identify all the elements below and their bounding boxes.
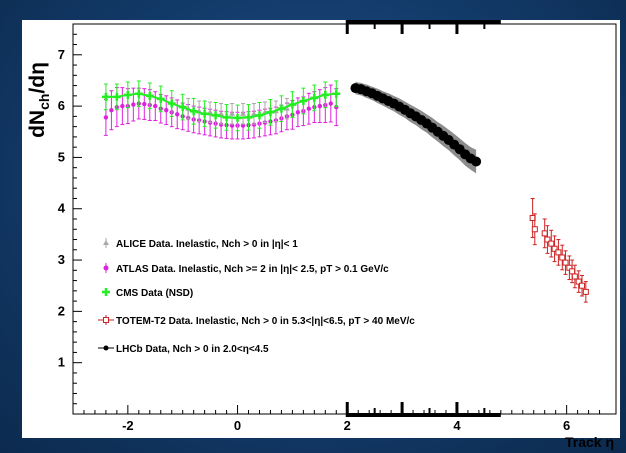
cms-point xyxy=(332,89,341,98)
cms-point xyxy=(134,89,143,98)
x-axis-label: Track η xyxy=(565,434,614,450)
legend-marker xyxy=(103,345,109,351)
cms-point xyxy=(255,111,264,120)
atlas-point xyxy=(175,112,180,117)
legend-marker xyxy=(102,288,110,296)
cms-point xyxy=(288,100,297,109)
atlas-point xyxy=(131,102,136,107)
legend-marker xyxy=(103,265,109,271)
totem-point xyxy=(555,249,562,256)
cms-point xyxy=(156,94,165,103)
atlas-point xyxy=(164,108,169,113)
atlas-point xyxy=(142,101,147,107)
legend-marker xyxy=(103,240,109,245)
cms-point xyxy=(310,93,319,102)
y-axis-label: dNch/dη xyxy=(26,62,52,138)
y-tick-label: 2 xyxy=(58,303,65,318)
legend-entry: LHCb Data, Nch > 0 in 2.0<η<4.5 xyxy=(98,344,269,355)
totem-point xyxy=(551,245,558,252)
cms-point xyxy=(244,113,253,122)
atlas-point xyxy=(295,110,301,115)
cms-series xyxy=(101,80,341,132)
atlas-point xyxy=(120,103,125,109)
legend-entry: ALICE Data. Inelastic, Nch > 0 in |η|< 1 xyxy=(103,238,298,250)
cms-point xyxy=(299,96,308,105)
cms-point xyxy=(211,111,220,120)
y-tick-label: 5 xyxy=(58,149,65,164)
cms-point xyxy=(167,99,176,108)
cms-point xyxy=(123,90,132,99)
totem-point xyxy=(582,288,589,295)
cms-point xyxy=(200,109,209,118)
atlas-point xyxy=(103,115,109,120)
x-tick-label: 6 xyxy=(563,418,570,433)
atlas-point xyxy=(317,103,323,109)
cms-point xyxy=(277,104,286,113)
cms-point xyxy=(101,92,110,101)
legend-marker xyxy=(103,317,109,323)
x-tick-label: 4 xyxy=(453,418,461,433)
y-axis: 1 2 3 4 5 6 7 xyxy=(58,33,82,415)
x-tick-label: 2 xyxy=(344,418,351,433)
totem-point xyxy=(531,226,538,233)
cms-point xyxy=(321,90,330,99)
y-tick-label: 6 xyxy=(58,98,65,113)
y-tick-label: 1 xyxy=(58,355,65,370)
lhcb-top-axis xyxy=(345,20,501,417)
totem-series xyxy=(529,197,589,303)
totem-point xyxy=(571,273,578,280)
x-axis: -2 0 2 4 6 xyxy=(83,405,601,433)
lhcb-point xyxy=(471,156,482,167)
totem-point xyxy=(562,259,569,266)
cms-point xyxy=(222,113,231,122)
y-tick-label: 4 xyxy=(58,201,66,216)
y-tick-label: 3 xyxy=(58,252,65,267)
legend-label: ALICE Data. Inelastic, Nch > 0 in |η|< 1 xyxy=(116,239,298,250)
legend-label: TOTEM-T2 Data. Inelastic, Nch > 0 in 5.3… xyxy=(116,316,415,327)
alice-point xyxy=(229,110,236,116)
x-tick-label: -2 xyxy=(122,418,134,433)
totem-point xyxy=(548,240,555,247)
cms-point xyxy=(178,103,187,112)
legend-entry: TOTEM-T2 Data. Inelastic, Nch > 0 in 5.3… xyxy=(98,315,415,327)
totem-point xyxy=(569,268,576,275)
legend-entry: ATLAS Data. Inelastic, Nch >= 2 in |η|< … xyxy=(103,263,389,275)
totem-point xyxy=(578,282,585,289)
cms-line xyxy=(105,92,337,119)
atlas-point xyxy=(153,103,158,109)
legend-label: LHCb Data, Nch > 0 in 2.0<η<4.5 xyxy=(116,344,269,355)
totem-point xyxy=(559,254,566,261)
alice-point xyxy=(240,110,247,116)
atlas-point xyxy=(328,101,333,106)
cms-point xyxy=(145,91,154,100)
legend: ALICE Data. Inelastic, Nch > 0 in |η|< 1… xyxy=(98,238,415,355)
atlas-point xyxy=(109,108,114,113)
totem-point xyxy=(544,236,551,243)
totem-point xyxy=(575,278,582,285)
y-tick-label: 7 xyxy=(58,47,65,62)
cms-point xyxy=(233,113,242,122)
cms-point xyxy=(266,108,275,117)
atlas-point xyxy=(251,122,257,127)
cms-point xyxy=(189,107,198,116)
x-tick-label: 0 xyxy=(234,418,241,433)
legend-label: ATLAS Data. Inelastic, Nch >= 2 in |η|< … xyxy=(116,264,389,275)
series-layer xyxy=(101,80,589,303)
plot-frame xyxy=(22,20,620,438)
legend-entry: CMS Data (NSD) xyxy=(102,288,193,299)
cms-point xyxy=(112,92,121,101)
legend-label: CMS Data (NSD) xyxy=(116,288,193,299)
atlas-point xyxy=(334,104,339,110)
atlas-point xyxy=(306,106,312,111)
totem-point xyxy=(541,230,548,237)
lhcb-series xyxy=(350,81,482,174)
atlas-point xyxy=(218,122,224,127)
